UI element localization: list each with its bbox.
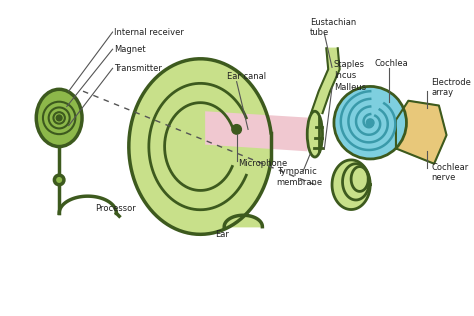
Text: Ear: Ear — [215, 230, 228, 239]
Polygon shape — [129, 59, 272, 234]
Polygon shape — [343, 164, 369, 200]
Text: Internal receiver: Internal receiver — [115, 27, 184, 37]
Text: Electrode
array: Electrode array — [431, 78, 471, 97]
Polygon shape — [224, 215, 263, 227]
Text: Cochlea: Cochlea — [375, 59, 409, 68]
Circle shape — [366, 119, 374, 126]
Text: Incus: Incus — [334, 71, 356, 81]
Text: Magnet: Magnet — [115, 45, 146, 54]
Polygon shape — [205, 111, 313, 151]
Ellipse shape — [36, 89, 82, 147]
Polygon shape — [332, 160, 370, 210]
Circle shape — [55, 175, 64, 185]
Text: Microphone: Microphone — [238, 159, 288, 168]
Text: Cochlear
nerve: Cochlear nerve — [431, 163, 468, 182]
Text: Transmitter: Transmitter — [115, 64, 163, 73]
Text: Ear canal: Ear canal — [227, 72, 266, 82]
Polygon shape — [396, 101, 447, 164]
Polygon shape — [351, 167, 368, 191]
Text: Malleus: Malleus — [334, 83, 366, 92]
Circle shape — [334, 87, 406, 159]
Circle shape — [56, 115, 62, 121]
Text: Tympanic
membrane: Tympanic membrane — [277, 167, 323, 187]
Polygon shape — [311, 48, 340, 113]
Ellipse shape — [307, 111, 322, 157]
Text: Staples: Staples — [334, 60, 365, 69]
Circle shape — [232, 125, 241, 134]
Text: Eustachian
tube: Eustachian tube — [310, 18, 356, 37]
Text: Processor: Processor — [95, 204, 136, 213]
